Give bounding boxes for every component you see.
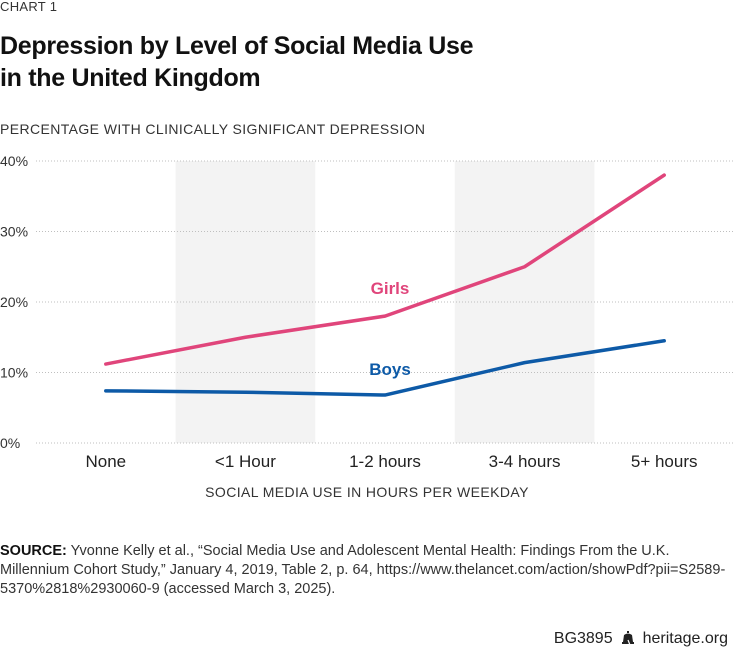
source-text: Yvonne Kelly et al., “Social Media Use a… <box>0 543 726 597</box>
liberty-bell-icon <box>621 631 634 646</box>
series-label-boys: Boys <box>369 360 411 379</box>
y-tick-label: 30% <box>0 224 28 240</box>
source-note: SOURCE: Yvonne Kelly et al., “Social Med… <box>0 542 730 599</box>
series-label-girls: Girls <box>371 279 410 298</box>
y-axis-title: PERCENTAGE WITH CLINICALLY SIGNIFICANT D… <box>0 121 426 137</box>
source-label: SOURCE: <box>0 543 67 559</box>
title-line-1: Depression by Level of Social Media Use <box>0 32 474 60</box>
y-tick-label: 10% <box>0 365 28 381</box>
title-line-2: in the United Kingdom <box>0 64 261 92</box>
category-band <box>454 161 595 443</box>
report-code: BG3895 <box>553 630 613 647</box>
x-tick-label: None <box>85 452 126 471</box>
y-tick-label: 0% <box>0 435 20 451</box>
x-tick-label: 1-2 hours <box>349 452 421 471</box>
chart-title: Depression by Level of Social Media Use … <box>0 30 560 94</box>
y-tick-label: 40% <box>0 153 28 169</box>
x-tick-label: 3-4 hours <box>489 452 561 471</box>
site-name: heritage.org <box>642 630 728 647</box>
x-tick-label: <1 Hour <box>215 452 276 471</box>
footer-branding: BG3895 heritage.org <box>554 630 728 648</box>
line-chart: 0% 10% 20% 30% 40% None <1 Hour 1-2 hours 3-4 ho… <box>0 153 734 471</box>
x-axis-title: SOCIAL MEDIA USE IN HOURS PER WEEKDAY <box>205 484 529 500</box>
y-tick-label: 20% <box>0 294 28 310</box>
x-tick-label: 5+ hours <box>631 452 698 471</box>
chart-number: CHART 1 <box>0 0 58 14</box>
